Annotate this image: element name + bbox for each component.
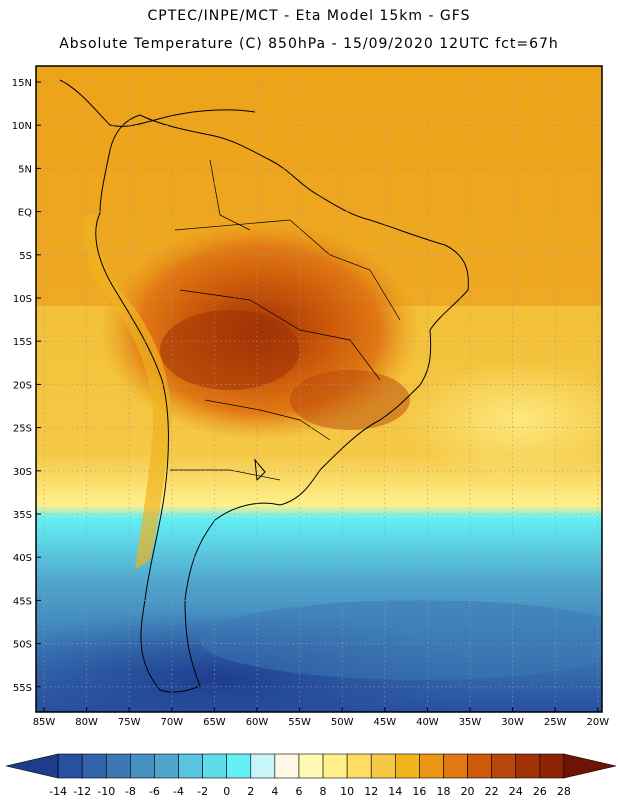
colorbar-tick-label: 28 (557, 785, 571, 798)
colorbar-tick-label: 12 (364, 785, 378, 798)
colorbar-tick-label: 18 (436, 785, 450, 798)
lat-label: 55S (13, 683, 32, 694)
colorbar-tick-label: 24 (509, 785, 523, 798)
colorbar-swatch (57, 753, 83, 779)
colorbar (5, 753, 617, 779)
colorbar-tick-label: 20 (461, 785, 475, 798)
colorbar-swatch (515, 753, 541, 779)
map-title-line-2: Absolute Temperature (C) 850hPa - 15/09/… (59, 36, 559, 52)
colorbar-swatch (226, 753, 252, 779)
colorbar-tick-label: 10 (340, 785, 354, 798)
lon-label: 65W (203, 717, 226, 728)
lon-label: 75W (118, 717, 141, 728)
lon-label: 50W (331, 717, 354, 728)
colorbar-swatch (298, 753, 324, 779)
graticule (36, 66, 602, 712)
lat-label: EQ (18, 208, 32, 219)
lat-label: 35S (13, 510, 32, 521)
colorbar-swatch (539, 753, 565, 779)
colorbar-tick-label: -6 (149, 785, 160, 798)
colorbar-labels: -14 -12 -10 -8 -6 -4 -2 0 2 4 6 8 10 12 14 16 18 20 22 24 26… (49, 785, 571, 798)
temperature-field (36, 66, 602, 712)
colorbar-tick-label: -4 (173, 785, 184, 798)
colorbar-tick-label: 0 (223, 785, 230, 798)
colorbar-swatch (443, 753, 468, 779)
lon-label: 25W (544, 717, 567, 728)
lat-label: 15S (13, 337, 32, 348)
colorbar-swatch (105, 753, 131, 779)
colorbar-swatch (467, 753, 492, 779)
colorbar-swatch (202, 753, 227, 779)
lon-label: 20W (586, 717, 609, 728)
longitude-labels: 85W 80W 75W 70W 65W 60W 55W 50W 45W 40W 35W 30W 25W 2… (33, 717, 610, 728)
lon-label: 70W (160, 717, 183, 728)
lat-label: 40S (13, 553, 32, 564)
colorbar-tick-label: 22 (485, 785, 499, 798)
colorbar-tick-label: 16 (412, 785, 426, 798)
colorbar-swatch (419, 753, 444, 779)
colorbar-tick-label: 8 (320, 785, 327, 798)
colorbar-tick-label: 4 (271, 785, 278, 798)
colorbar-low-arrow (5, 753, 59, 779)
colorbar-tick-label: 6 (295, 785, 302, 798)
colorbar-tick-label: 14 (388, 785, 402, 798)
lat-label: 45S (13, 596, 32, 607)
lat-label: 5S (19, 251, 32, 262)
colorbar-tick-label: -10 (97, 785, 115, 798)
colorbar-swatch (346, 753, 372, 779)
colorbar-swatch (395, 753, 420, 779)
colorbar-swatch (130, 753, 155, 779)
latitude-labels: 15N 10N 5N EQ 5S 10S 15S 20S 25S 30S 35S 40S 45S 50S 5… (12, 78, 32, 694)
lon-label: 35W (459, 717, 482, 728)
lon-label: 60W (246, 717, 269, 728)
lat-label: 30S (13, 467, 32, 478)
colorbar-tick-label: 2 (247, 785, 254, 798)
colorbar-high-arrow (563, 753, 617, 779)
map-title-line-1: CPTEC/INPE/MCT - Eta Model 15km - GFS (147, 8, 471, 24)
lat-label: 25S (13, 424, 32, 435)
colorbar-tick-label: -14 (49, 785, 67, 798)
lon-label: 40W (416, 717, 439, 728)
lon-label: 30W (501, 717, 524, 728)
lat-label: 50S (13, 640, 32, 651)
lon-label: 85W (33, 717, 56, 728)
map-frame (35, 65, 603, 713)
lon-label: 45W (373, 717, 396, 728)
colorbar-swatch (370, 753, 396, 779)
colorbar-swatch (178, 753, 203, 779)
colorbar-swatch (322, 753, 348, 779)
colorbar-swatch (274, 753, 300, 779)
lon-label: 80W (75, 717, 98, 728)
colorbar-tick-label: -2 (197, 785, 208, 798)
colorbar-tick-label: 26 (533, 785, 547, 798)
colorbar-swatch (250, 753, 276, 779)
lat-label: 10S (13, 294, 32, 305)
lat-label: 5N (18, 164, 32, 175)
colorbar-swatch (154, 753, 179, 779)
colorbar-swatch (491, 753, 517, 779)
colorbar-swatch (81, 753, 107, 779)
lon-label: 55W (288, 717, 311, 728)
colorbar-tick-label: -8 (125, 785, 136, 798)
lat-label: 20S (13, 380, 32, 391)
lat-label: 10N (12, 121, 32, 132)
colorbar-tick-label: -12 (73, 785, 91, 798)
lat-label: 15N (12, 78, 32, 89)
